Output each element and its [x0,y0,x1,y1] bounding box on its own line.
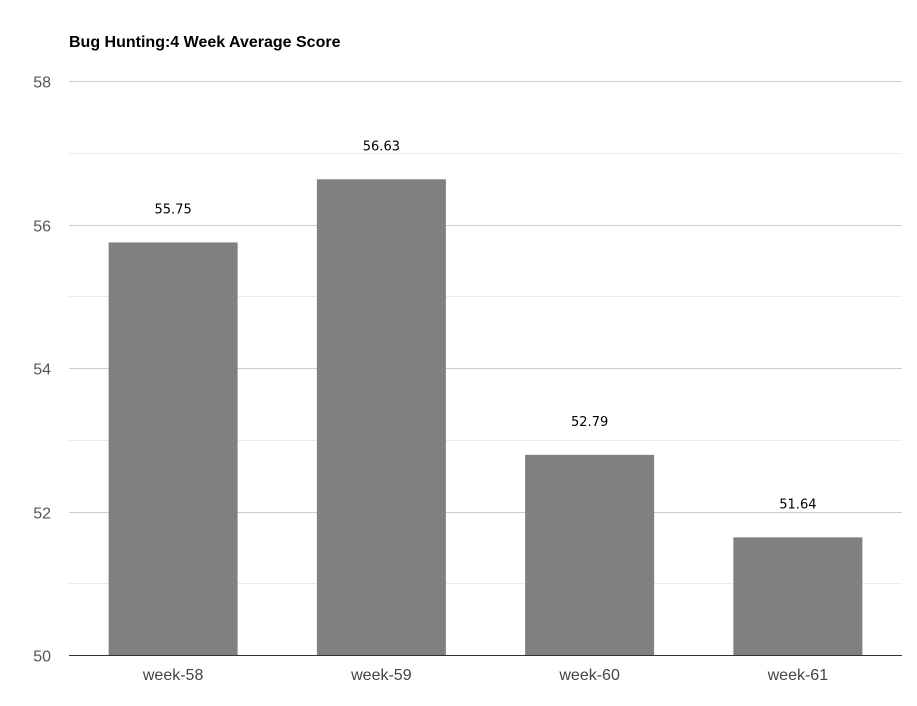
data-label-week-58: 55.75 [155,202,192,217]
bar-week-61 [733,537,863,655]
chart-title: Bug Hunting:4 Week Average Score [69,34,341,51]
x-tick-label-week-61: week-61 [767,667,829,684]
x-tick-label-week-58: week-58 [142,667,204,684]
y-tick-label: 54 [33,362,51,379]
bar-week-60 [525,454,655,655]
y-tick-label: 58 [33,75,51,92]
y-tick-label: 56 [33,219,51,236]
gridlines [69,81,902,584]
y-tick-label: 52 [33,506,51,523]
data-label-week-61: 51.64 [779,497,816,512]
y-axis: 50 52 54 56 58 [33,75,51,666]
y-tick-label: 50 [33,649,51,666]
bars [108,179,863,656]
x-axis: week-58 week-59 week-60 week-61 [69,655,902,684]
x-tick-label-week-60: week-60 [558,667,620,684]
bar-week-58 [108,242,238,655]
data-label-week-59: 56.63 [363,139,400,154]
bar-week-59 [316,179,446,656]
data-labels: 55.75 56.63 52.79 51.64 [155,139,817,512]
data-label-week-60: 52.79 [571,415,608,430]
x-tick-label-week-59: week-59 [350,667,412,684]
